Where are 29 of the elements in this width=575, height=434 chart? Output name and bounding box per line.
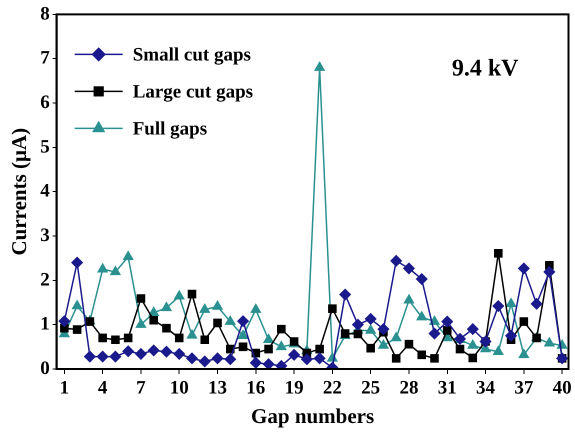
x-tick-label: 40 bbox=[552, 377, 572, 398]
x-tick-label: 22 bbox=[322, 377, 342, 398]
y-tick-label: 0 bbox=[40, 358, 50, 379]
x-axis-title: Gap numbers bbox=[251, 404, 374, 428]
x-tick-label: 4 bbox=[98, 377, 108, 398]
y-tick-label: 2 bbox=[40, 269, 50, 290]
y-tick-label: 7 bbox=[40, 48, 50, 69]
x-tick-label: 37 bbox=[514, 377, 534, 398]
x-tick-label: 7 bbox=[136, 377, 146, 398]
legend-label: Large cut gaps bbox=[132, 81, 254, 102]
x-tick-label: 34 bbox=[476, 377, 496, 398]
x-tick-label: 1 bbox=[60, 377, 70, 398]
x-tick-label: 10 bbox=[170, 377, 189, 398]
y-tick-label: 4 bbox=[40, 180, 50, 202]
x-tick-label: 13 bbox=[208, 377, 228, 398]
y-axis-title: Currents (μA) bbox=[7, 128, 32, 256]
legend-label: Small cut gaps bbox=[132, 44, 251, 66]
x-tick-label: 31 bbox=[438, 377, 457, 398]
x-tick-label: 19 bbox=[284, 377, 304, 398]
y-tick-label: 3 bbox=[40, 224, 50, 246]
y-tick-label: 5 bbox=[40, 136, 50, 158]
x-tick-label: 16 bbox=[246, 377, 266, 398]
y-tick-label: 8 bbox=[40, 3, 50, 24]
y-tick-label: 6 bbox=[40, 92, 50, 113]
x-tick-label: 25 bbox=[361, 377, 380, 398]
y-tick-label: 1 bbox=[40, 314, 50, 335]
x-tick-label: 28 bbox=[399, 377, 418, 398]
annotation: 9.4 kV bbox=[452, 56, 520, 82]
legend-label: Full gaps bbox=[132, 118, 208, 140]
